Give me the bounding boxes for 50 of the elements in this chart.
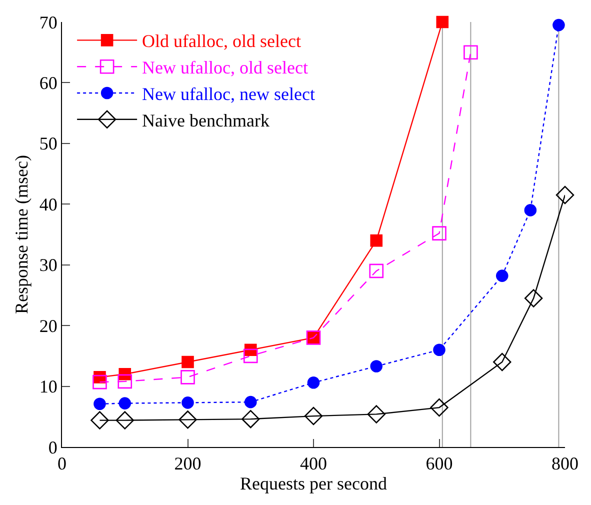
point — [242, 410, 260, 428]
point — [430, 398, 448, 417]
point — [436, 16, 449, 28]
point — [180, 370, 195, 384]
y-tick-label: 60 — [39, 73, 58, 94]
x-tick-label: 400 — [300, 454, 327, 474]
point — [244, 396, 257, 408]
point — [94, 398, 106, 410]
point — [92, 374, 107, 390]
x-tick-label: 200 — [174, 454, 202, 474]
x-tick-label: 600 — [426, 454, 453, 474]
point — [496, 270, 508, 282]
x-tick-label: 800 — [552, 454, 578, 474]
point — [367, 405, 386, 424]
legend-label: New ufalloc, old select — [142, 58, 308, 78]
point — [556, 186, 574, 204]
point — [433, 344, 446, 356]
point — [552, 18, 565, 32]
y-axis-title: Response time (msec) — [12, 155, 32, 314]
x-axis-title: Requests per second — [240, 474, 387, 494]
point — [304, 406, 323, 426]
point — [116, 411, 134, 430]
point — [432, 226, 446, 240]
point — [307, 376, 320, 389]
point — [524, 289, 543, 308]
legend-label: New ufalloc, new select — [142, 84, 315, 104]
point — [524, 204, 537, 216]
point — [118, 368, 132, 380]
point — [118, 397, 132, 410]
point — [370, 360, 383, 372]
legend-label: Naive benchmark — [142, 110, 270, 130]
point — [370, 234, 383, 247]
point — [182, 356, 194, 368]
point — [182, 396, 194, 409]
y-tick-label: 50 — [39, 134, 58, 154]
y-tick-label: 70 — [39, 12, 58, 32]
point — [118, 374, 132, 389]
point — [90, 411, 109, 430]
y-tick-label: 10 — [39, 376, 58, 397]
y-tick-label: 40 — [39, 194, 58, 214]
point — [243, 348, 258, 364]
legend-label: Old ufalloc, old select — [142, 31, 302, 52]
point — [244, 344, 257, 356]
y-tick-label: 0 — [48, 437, 58, 458]
point — [464, 45, 478, 60]
point — [493, 352, 512, 372]
point — [369, 264, 384, 278]
point — [178, 410, 197, 429]
y-tick-label: 20 — [39, 316, 58, 336]
y-tick-label: 30 — [39, 255, 58, 276]
